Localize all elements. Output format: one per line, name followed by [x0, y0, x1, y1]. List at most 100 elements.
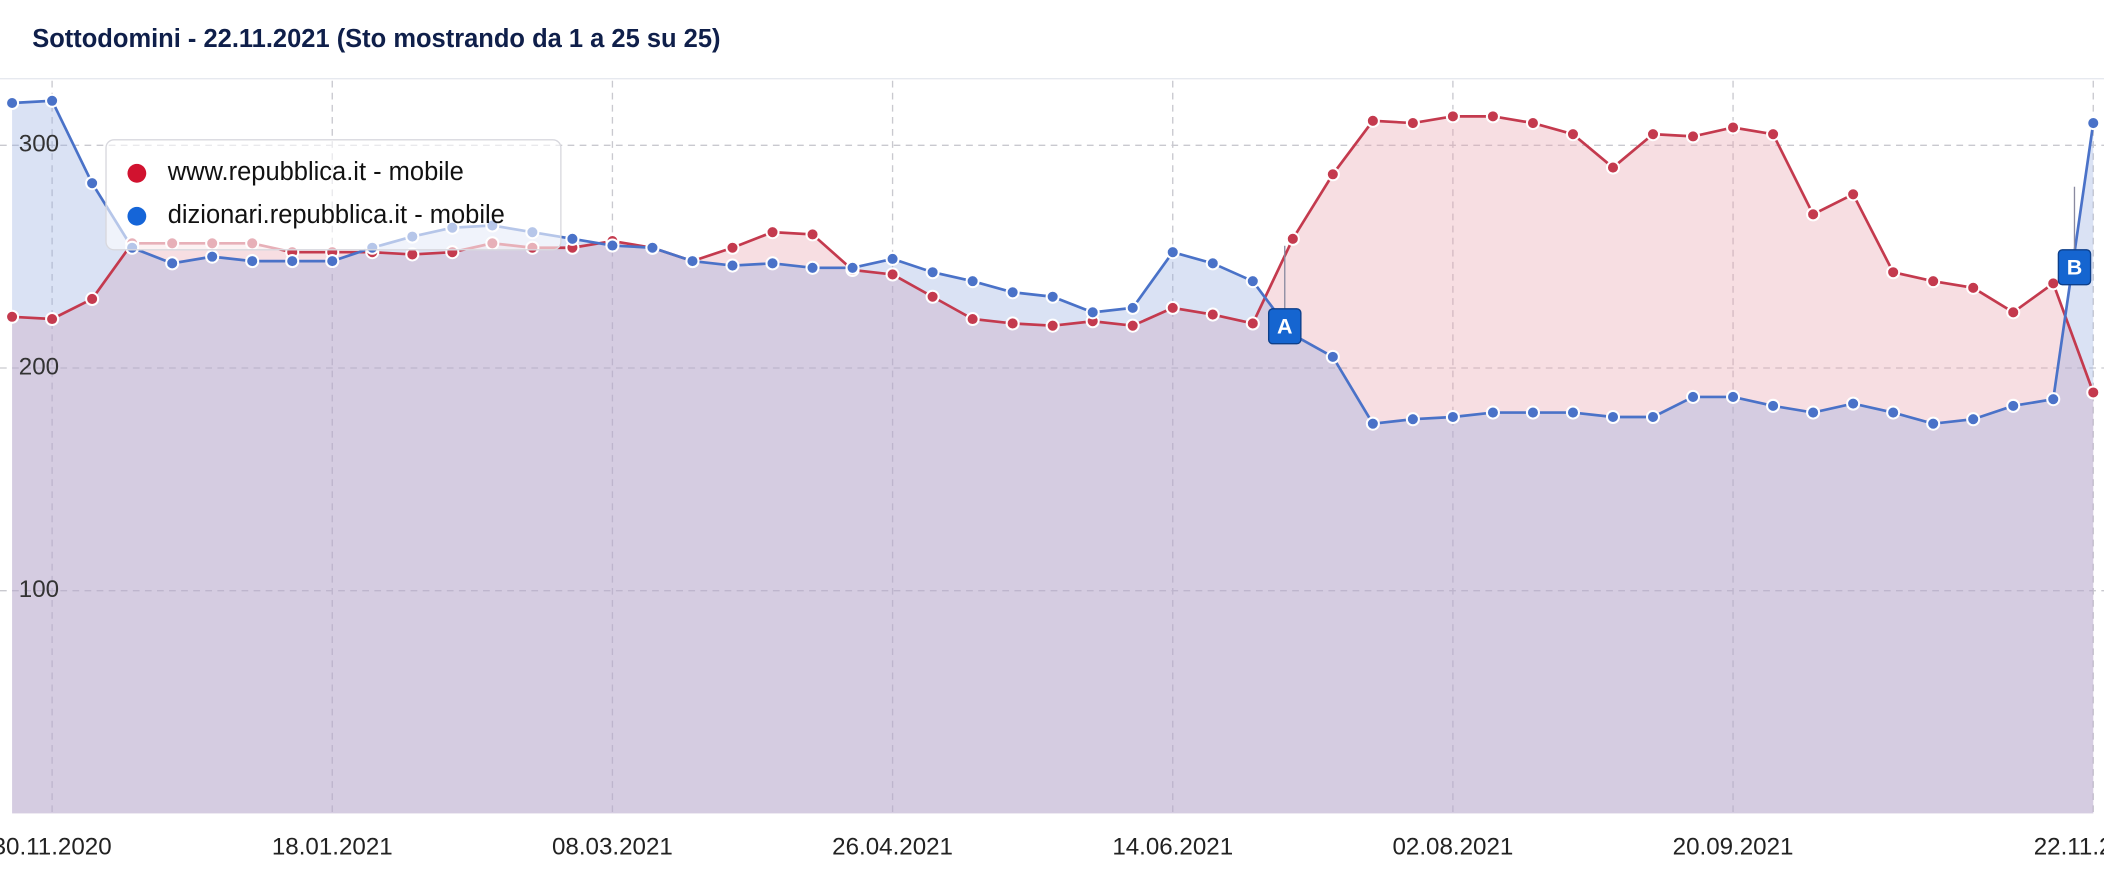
data-point — [245, 254, 260, 269]
data-point — [5, 95, 20, 111]
annotation-marker — [2057, 249, 2092, 286]
x-tick-label: 14.06.2021 — [1112, 834, 1233, 861]
annotation-marker — [1267, 308, 1302, 345]
data-point — [1806, 207, 1821, 222]
data-point — [85, 176, 100, 191]
x-tick-label: 30.11.2020 — [0, 834, 112, 861]
data-point — [165, 256, 180, 271]
data-point — [1325, 167, 1340, 182]
data-point — [85, 291, 100, 307]
data-point — [45, 311, 60, 327]
series-area — [12, 116, 2094, 814]
data-point — [1045, 318, 1060, 333]
data-point — [1285, 231, 1300, 246]
data-point — [1405, 412, 1420, 427]
annotation-label: B — [2067, 255, 2083, 279]
data-point — [1605, 409, 1621, 425]
x-tick-label: 26.04.2021 — [832, 834, 953, 861]
data-point — [1565, 405, 1581, 420]
data-point — [1005, 285, 1020, 300]
data-point — [1205, 307, 1220, 322]
data-point — [1445, 109, 1460, 124]
data-point — [285, 254, 300, 269]
data-point — [1165, 300, 1180, 315]
data-point — [1485, 109, 1500, 124]
data-point — [765, 225, 780, 240]
data-point — [1125, 318, 1140, 333]
data-point — [1966, 280, 1981, 295]
data-point — [1966, 412, 1981, 427]
data-point — [1005, 316, 1020, 331]
data-point — [925, 265, 940, 280]
data-point — [565, 231, 580, 246]
data-point — [1125, 300, 1140, 315]
data-point — [685, 254, 700, 269]
data-point — [1485, 405, 1500, 420]
data-point — [925, 289, 940, 304]
data-point — [45, 93, 60, 108]
data-point — [1245, 316, 1260, 331]
data-point — [605, 238, 620, 253]
legend-marker — [127, 163, 147, 183]
annotation-label: A — [1277, 314, 1293, 338]
y-tick-label: 200 — [19, 353, 59, 380]
data-point — [205, 249, 220, 264]
chart-title: Sottodomini - 22.11.2021 (Sto mostrando … — [32, 25, 720, 53]
data-point — [1645, 127, 1661, 142]
data-point — [1886, 265, 1901, 280]
data-point — [1565, 127, 1581, 142]
legend-marker — [127, 206, 147, 226]
data-point — [1846, 396, 1861, 411]
data-point — [765, 256, 780, 271]
data-point — [1365, 113, 1380, 128]
data-point — [1806, 405, 1821, 420]
data-point — [725, 258, 740, 273]
data-point — [1685, 389, 1701, 404]
data-point — [725, 240, 740, 255]
series-points — [5, 109, 2101, 400]
x-tick-label: 18.01.2021 — [272, 834, 393, 861]
data-point — [965, 274, 980, 289]
x-tick-label: 20.09.2021 — [1673, 834, 1794, 861]
x-tick-label: 22.11.2021 — [2034, 834, 2104, 861]
areas — [12, 100, 2094, 814]
data-point — [5, 309, 20, 324]
legend-label: www.repubblica.it - mobile — [167, 158, 464, 186]
data-point — [1165, 245, 1180, 260]
plot-area: 100 200 300 30.11.2020 18.01.2021 08.03.2021 2… — [0, 80, 2104, 861]
data-point — [2046, 392, 2061, 407]
data-point — [885, 267, 900, 282]
data-point — [1926, 416, 1941, 431]
y-tick-label: 100 — [19, 576, 59, 603]
data-point — [1766, 127, 1781, 142]
data-point — [1525, 115, 1540, 131]
legend-box — [105, 139, 562, 251]
data-point — [965, 311, 980, 327]
data-point — [2086, 385, 2101, 400]
data-point — [2086, 115, 2101, 131]
data-point — [1926, 274, 1941, 289]
y-tick-label: 300 — [19, 131, 59, 158]
x-tick-label: 02.08.2021 — [1392, 834, 1513, 861]
data-point — [1085, 305, 1100, 320]
data-point — [1685, 129, 1701, 144]
data-point — [2046, 276, 2061, 291]
data-point — [1726, 120, 1741, 135]
data-point — [645, 240, 660, 255]
data-point — [1766, 398, 1781, 413]
data-point — [1045, 289, 1060, 304]
data-point — [885, 251, 900, 266]
data-point — [2006, 305, 2021, 320]
data-point — [1645, 409, 1661, 425]
data-point — [805, 227, 820, 242]
x-tick-label: 08.03.2021 — [552, 834, 673, 861]
legend: www.repubblica.it - mobile dizionari.repu… — [105, 139, 562, 251]
data-point — [805, 260, 820, 275]
data-point — [1886, 405, 1901, 420]
data-point — [1325, 349, 1340, 364]
data-point — [1205, 256, 1220, 271]
data-point — [325, 254, 340, 269]
data-point — [1846, 187, 1861, 202]
